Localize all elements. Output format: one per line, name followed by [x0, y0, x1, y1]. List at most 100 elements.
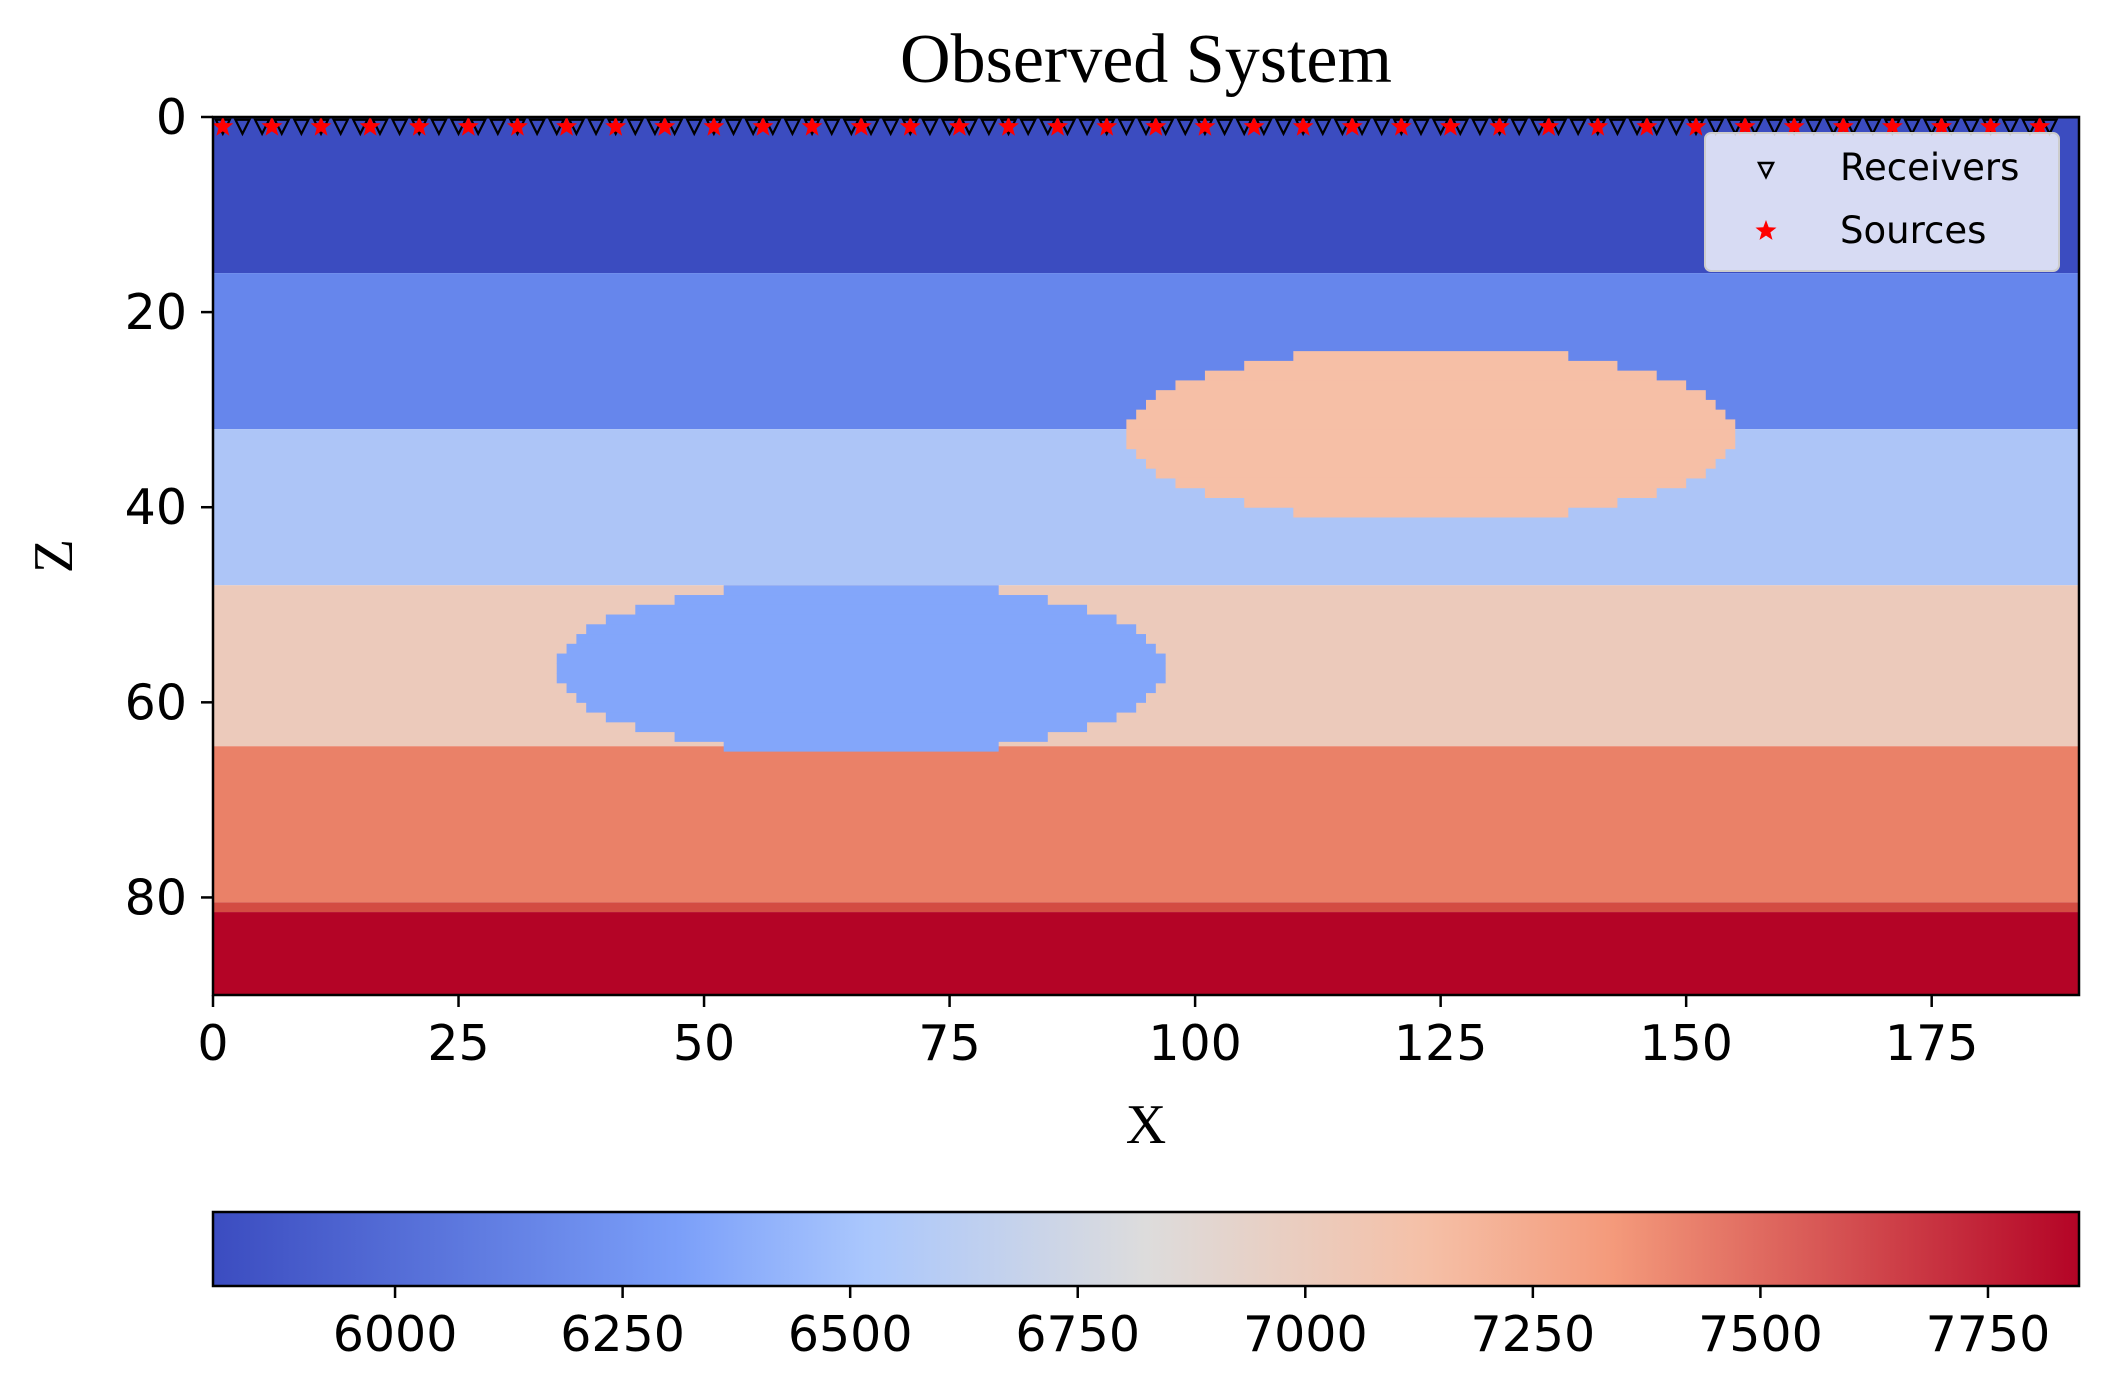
- receiver-marker: [1608, 118, 1627, 137]
- colorbar-tick-label: 6000: [333, 1306, 458, 1363]
- source-marker: [359, 117, 381, 136]
- source-marker: [654, 117, 676, 136]
- source-marker: [261, 117, 283, 136]
- receiver-marker: [1510, 118, 1528, 137]
- receiver-marker: [1746, 118, 1764, 137]
- source-marker: [213, 117, 234, 136]
- source-marker: [752, 117, 774, 136]
- receiver-marker: [272, 118, 291, 137]
- receiver-marker: [1549, 118, 1568, 137]
- receiver-marker: [1706, 118, 1725, 137]
- x-tick-label: 175: [1885, 1015, 1979, 1072]
- source-marker: [1734, 117, 1756, 136]
- receiver-marker: [528, 118, 546, 137]
- receiver-marker: [685, 118, 704, 137]
- receiver-marker: [1215, 118, 1234, 137]
- source-marker: [1390, 117, 1412, 136]
- anomaly-cell: [1244, 497, 1618, 508]
- source-marker: [408, 117, 430, 136]
- receiver-marker: [1863, 118, 1882, 137]
- receiver-marker: [1530, 118, 1548, 137]
- anomaly-cell: [1146, 399, 1716, 411]
- receiver-marker: [449, 118, 468, 137]
- source-marker: [1489, 117, 1510, 136]
- anomaly-cell: [723, 741, 999, 752]
- y-tick-label: 40: [125, 479, 187, 536]
- source-marker: [1587, 117, 1609, 136]
- colorbar-tick-label: 6500: [788, 1306, 913, 1363]
- anomaly-cell: [566, 643, 1156, 655]
- colorbar-tick-label: 7000: [1243, 1306, 1368, 1363]
- anomaly-cell: [1126, 429, 1736, 440]
- plot-frame: [211, 115, 2081, 997]
- y-axis-ticks: 0 20 40 60 80: [125, 89, 213, 926]
- anomaly-cell: [605, 712, 1117, 723]
- colorbar-tick-label: 7750: [1926, 1306, 2051, 1363]
- anomaly-cell: [586, 624, 1137, 635]
- anomaly-cell: [1126, 419, 1736, 430]
- source-marker: [1145, 117, 1167, 136]
- x-tick-label: 75: [918, 1015, 980, 1072]
- source-marker: [1980, 117, 2002, 136]
- receiver-marker: [1922, 118, 1941, 137]
- receiver-marker: [489, 118, 507, 137]
- chart-title: Observed System: [900, 21, 1392, 98]
- legend-label-sources: Sources: [1840, 209, 1986, 252]
- source-marker: [457, 117, 479, 136]
- anomaly-cell: [723, 585, 999, 596]
- source-marker: [2029, 117, 2051, 136]
- receiver-marker: [1078, 118, 1096, 137]
- receiver-marker: [1962, 118, 1980, 137]
- receiver-marker: [469, 118, 487, 137]
- anomaly-cell: [674, 731, 1048, 742]
- receiver-marker: [1255, 118, 1273, 137]
- anomaly-cell: [556, 663, 1166, 674]
- anomaly-cell: [635, 721, 1088, 733]
- colorbar-ticks: 6000 6250 6500 6750 7000 7250 7500 7750: [333, 1286, 2051, 1363]
- x-tick-label: 25: [427, 1015, 489, 1072]
- x-axis-ticks: 0 25 50 75 100 125 150 175: [197, 995, 1978, 1072]
- y-tick-label: 80: [125, 869, 187, 926]
- x-tick-label: 150: [1639, 1015, 1733, 1072]
- receiver-marker: [233, 118, 252, 137]
- velocity-layers: [213, 117, 2079, 995]
- y-tick-label: 0: [156, 89, 187, 146]
- receiver-marker: [390, 118, 409, 137]
- anomaly-cell: [635, 604, 1088, 616]
- colorbar-gradient: [211, 1210, 2081, 1288]
- heatmap-area: [213, 117, 2079, 995]
- receiver-marker: [1372, 118, 1391, 137]
- receiver-marker: [1824, 118, 1843, 137]
- receiver-marker: [2040, 118, 2059, 137]
- receiver-marker: [1844, 118, 1862, 137]
- receiver-marker: [292, 118, 311, 137]
- receiver-marker: [1765, 118, 1784, 137]
- receiver-marker: [783, 118, 802, 137]
- receiver-marker: [1647, 118, 1666, 137]
- anomaly-cell: [674, 595, 1048, 606]
- receiver-marker: [665, 118, 684, 137]
- source-marker: [948, 117, 970, 136]
- anomaly-cell: [566, 682, 1156, 694]
- source-marker: [507, 117, 528, 136]
- x-axis-label: X: [1126, 1094, 1166, 1156]
- anomaly-cell: [1204, 370, 1657, 381]
- receiver-marker: [1805, 118, 1823, 137]
- receiver-marker: [547, 118, 566, 137]
- receiver-marker: [351, 118, 370, 137]
- receiver-marker: [921, 118, 939, 137]
- x-tick-label: 125: [1394, 1015, 1488, 1072]
- receiver-marker: [744, 118, 762, 137]
- receiver-marker: [331, 118, 350, 137]
- receiver-marker: [980, 118, 998, 137]
- x-tick-label: 0: [197, 1015, 228, 1072]
- velocity-anomalies: [556, 351, 1736, 752]
- receiver-marker: [764, 118, 782, 137]
- receiver-marker: [1667, 118, 1686, 137]
- receiver-marker: [646, 118, 664, 137]
- source-legend-marker: [1755, 220, 1777, 240]
- receiver-marker: [862, 118, 880, 137]
- layer-5: [213, 902, 2079, 913]
- anomaly-cell: [1155, 390, 1706, 401]
